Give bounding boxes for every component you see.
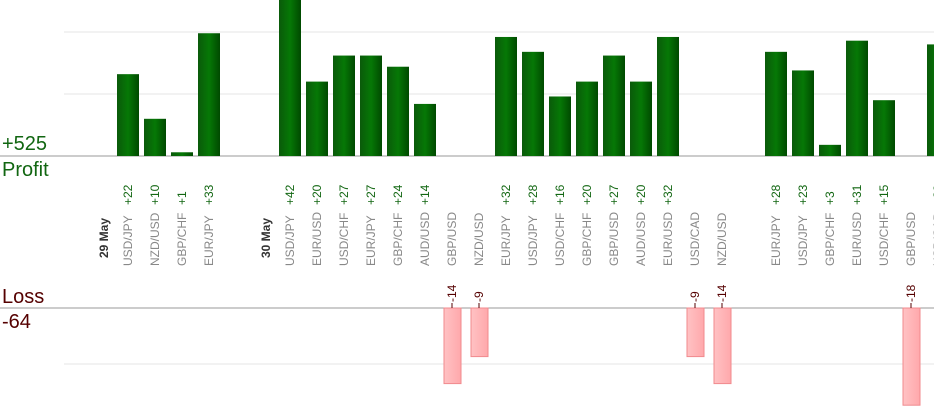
value-label: +20 (634, 184, 648, 205)
value-label: +30 (931, 184, 934, 205)
value-label: +20 (580, 184, 594, 205)
value-label: +14 (418, 184, 432, 205)
value-label: +33 (202, 184, 216, 205)
profit-bar (522, 51, 544, 157)
category-label: NZD/USD (472, 212, 486, 266)
profit-bar (144, 118, 166, 156)
value-label: +1 (175, 191, 189, 205)
value-label: +16 (553, 184, 567, 205)
category-label: EUR/JPY (769, 215, 783, 266)
date-label: 29 May (97, 218, 111, 258)
category-label: GBP/USD (904, 212, 918, 266)
value-label: +10 (148, 184, 162, 205)
category-label: GBP/USD (445, 212, 459, 266)
category-label: NZD/USD (715, 212, 729, 266)
value-label: +32 (661, 184, 675, 205)
category-label: EUR/JPY (364, 215, 378, 266)
value-label: +32 (499, 184, 513, 205)
profit-bar (576, 81, 598, 156)
profit-bar (846, 40, 868, 156)
value-label: +23 (796, 184, 810, 205)
profit-bar (279, 0, 301, 157)
value-label: -9 (472, 291, 486, 302)
loss-total: -64 (2, 311, 31, 333)
profit-bar (927, 44, 934, 156)
profit-bar (360, 55, 382, 157)
category-label: GBP/USD (607, 212, 621, 266)
value-label: +27 (607, 184, 621, 205)
category-label: AUD/USD (634, 212, 648, 266)
profit-bar (198, 33, 220, 156)
category-label: USD/CHF (553, 213, 567, 266)
date-label: 30 May (259, 218, 273, 258)
value-label: +27 (337, 184, 351, 205)
profit-bar (792, 70, 814, 156)
category-label: AUD/USD (418, 212, 432, 266)
value-label: -9 (688, 291, 702, 302)
loss-label: Loss (2, 286, 45, 308)
category-label: GBP/CHF (823, 213, 837, 266)
category-label: EUR/JPY (202, 215, 216, 266)
category-label: EUR/USD (661, 212, 675, 266)
loss-bar (686, 307, 705, 358)
labels: USD/JPY +22 NZD/USD +10 GBP/CHF +1 EUR/JPY +33 U… (97, 184, 934, 308)
profit-total: +525 (2, 133, 48, 155)
profit-bar (117, 74, 139, 156)
category-label: EUR/USD (310, 212, 324, 266)
profit-bar (765, 51, 787, 157)
value-label: +24 (391, 184, 405, 205)
category-label: EUR/JPY (499, 215, 513, 266)
value-label: -14 (715, 284, 729, 302)
category-label: USD/JPY (526, 215, 540, 266)
value-label: -18 (904, 284, 918, 302)
category-label: USD/CAD (688, 212, 702, 266)
category-label: GBP/CHF (580, 213, 594, 266)
category-label: USD/CAD (931, 212, 934, 266)
loss-bar (902, 307, 921, 406)
category-label: USD/CHF (877, 213, 891, 266)
value-label: +22 (121, 184, 135, 205)
profit-bar (306, 81, 328, 156)
profit-bar (171, 152, 193, 156)
profit-label: Profit (2, 159, 49, 181)
bars (117, 0, 934, 406)
profit-bar (495, 36, 517, 156)
value-label: +27 (364, 184, 378, 205)
category-label: USD/CHF (337, 213, 351, 266)
profit-bar (873, 100, 895, 156)
value-label: -14 (445, 284, 459, 302)
profit-bar (414, 103, 436, 156)
profit-bar (549, 96, 571, 156)
value-label: +3 (823, 191, 837, 205)
value-label: +28 (769, 184, 783, 205)
category-label: NZD/USD (148, 212, 162, 266)
loss-bar (470, 307, 489, 358)
profit-bar (819, 144, 841, 156)
profit-bar (387, 66, 409, 156)
loss-bar (713, 307, 732, 385)
category-label: GBP/CHF (175, 213, 189, 266)
category-label: USD/JPY (796, 215, 810, 266)
profit-bar (630, 81, 652, 156)
category-label: GBP/CHF (391, 213, 405, 266)
profit-bar (657, 36, 679, 156)
category-label: EUR/USD (850, 212, 864, 266)
profit-bar (333, 55, 355, 157)
value-label: +31 (850, 184, 864, 205)
loss-bar (443, 307, 462, 385)
value-label: +20 (310, 184, 324, 205)
value-label: +42 (283, 184, 297, 205)
category-label: USD/JPY (283, 215, 297, 266)
value-label: +28 (526, 184, 540, 205)
profit-bar (603, 55, 625, 157)
category-label: USD/JPY (121, 215, 135, 266)
value-label: +15 (877, 184, 891, 205)
